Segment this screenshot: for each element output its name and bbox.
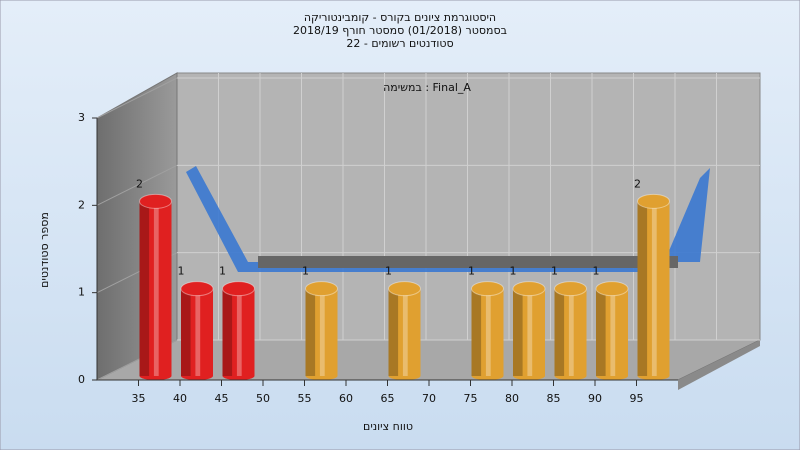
bar-top [471, 281, 504, 297]
ribbon-shadow [258, 256, 678, 268]
data-label: 2 [136, 177, 143, 190]
bar-top [305, 281, 338, 297]
x-tick-label: 95 [630, 392, 644, 405]
bar-top [595, 281, 629, 297]
x-axis-label: טווח ציונים [363, 420, 413, 433]
x-tick-label: 50 [256, 392, 270, 405]
chart-subtitle: בסמסטר (01/2018) סמסטר חורף 2018/19 [293, 24, 507, 37]
bar-highlight [568, 288, 574, 376]
bar-top [512, 281, 546, 297]
data-label: 1 [385, 265, 392, 278]
bar-shade [471, 288, 482, 376]
y-tick-label: 2 [78, 198, 85, 211]
floor-edge [678, 340, 760, 390]
x-tick-label: 85 [547, 392, 561, 405]
x-tick-label: 65 [381, 392, 395, 405]
bar-top [388, 281, 421, 297]
bar-shade [513, 288, 523, 376]
bar-top [554, 281, 587, 297]
annotation: במשימה : Final_A [383, 81, 471, 94]
data-label: 1 [219, 265, 226, 278]
bar [181, 288, 213, 376]
x-tick-label: 90 [588, 392, 602, 405]
x-tick-label: 40 [173, 392, 187, 405]
bar-top [180, 281, 214, 297]
trend-ribbon [186, 166, 710, 272]
bar-shade [222, 288, 233, 376]
y-tick-label: 0 [78, 373, 85, 386]
x-tick-label: 70 [422, 392, 436, 405]
bar [305, 288, 338, 376]
y-axis-label: מספר סטודנטים [38, 212, 51, 288]
y-tick-label: 1 [78, 286, 85, 299]
bar-highlight [527, 288, 533, 376]
x-tick-label: 35 [132, 392, 146, 405]
y-tick-label: 3 [78, 111, 85, 124]
bar [596, 288, 628, 376]
bar-shade [388, 288, 399, 376]
data-label: 1 [302, 265, 309, 278]
grid-line [96, 164, 178, 206]
bar [637, 201, 670, 376]
bar [513, 288, 545, 376]
bar [388, 288, 421, 376]
bar-highlight [153, 201, 159, 376]
bar-shade [305, 288, 316, 376]
data-label: 1 [178, 265, 185, 278]
bar-shade [637, 201, 648, 376]
bar-highlight [319, 288, 325, 376]
bar-highlight [651, 201, 657, 376]
bar-top [222, 281, 255, 297]
bar [554, 288, 587, 376]
x-tick-label: 55 [298, 392, 312, 405]
bar-shade [554, 288, 565, 376]
x-tick-label: 60 [339, 392, 353, 405]
x-tick-label: 80 [505, 392, 519, 405]
bar-top [139, 193, 172, 209]
bar-shade [139, 201, 150, 376]
bar [222, 288, 255, 376]
bar-highlight [195, 288, 201, 376]
back-wall [176, 72, 761, 341]
bar [471, 288, 504, 376]
bar-highlight [485, 288, 491, 376]
data-label: 1 [593, 265, 600, 278]
bar-highlight [402, 288, 408, 376]
bar [139, 201, 172, 376]
data-label: 1 [551, 265, 558, 278]
bar-top [637, 193, 670, 209]
x-tick-label: 45 [215, 392, 229, 405]
bar-shade [181, 288, 191, 376]
chart-title: היסטוגרמת ציונים בקורס - קומבינטוריקה [304, 11, 496, 24]
data-label: 2 [634, 177, 641, 190]
data-label: 1 [468, 265, 475, 278]
x-tick-label: 75 [464, 392, 478, 405]
bar-shade [596, 288, 606, 376]
data-label: 1 [510, 265, 517, 278]
bar-highlight [610, 288, 616, 376]
grid-line [96, 77, 178, 119]
chart-subtitle: סטודנטים רשומים - 22 [346, 37, 453, 50]
bar-highlight [236, 288, 242, 376]
